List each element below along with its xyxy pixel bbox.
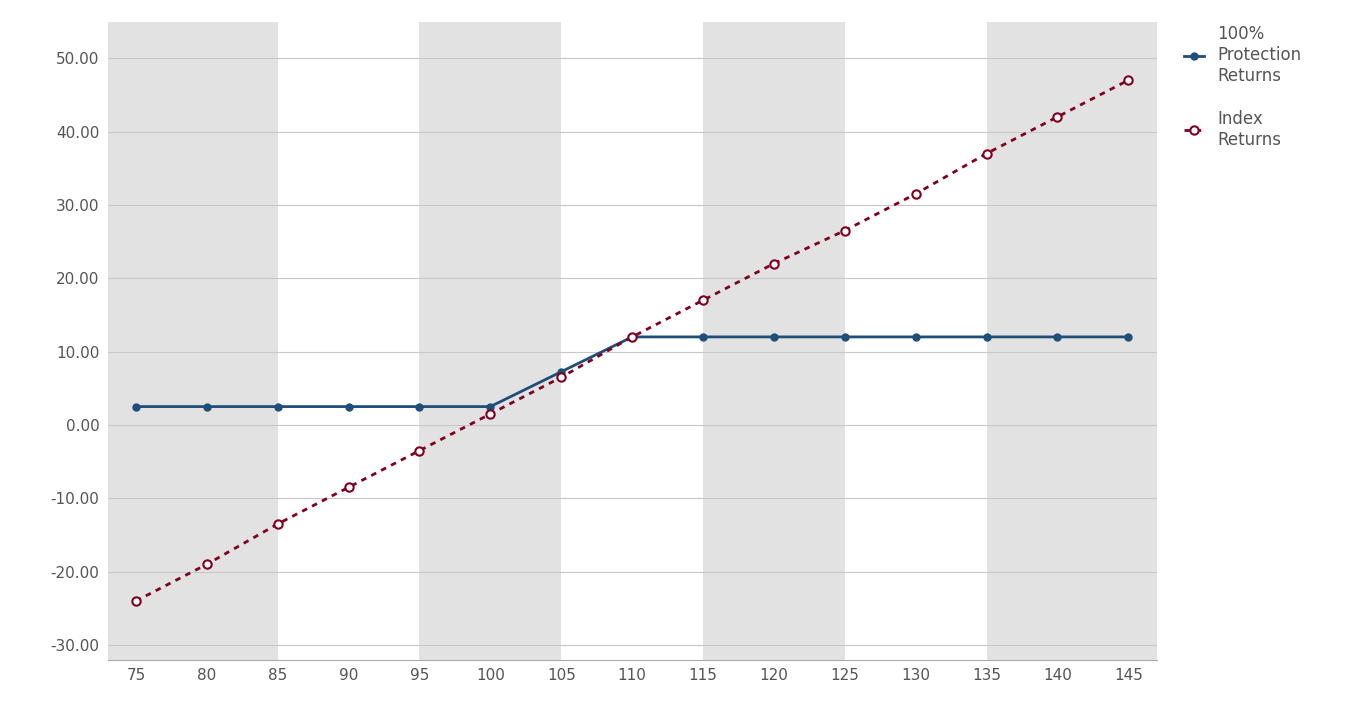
100%
Protection
Returns <box>695 333 712 341</box>
100%
Protection
Returns <box>908 333 924 341</box>
Bar <box>136 22 277 660</box>
Bar <box>987 22 1128 660</box>
Index
Returns <box>1120 76 1137 85</box>
Index
Returns <box>765 260 781 268</box>
Bar <box>1128 22 1157 660</box>
100%
Protection
Returns <box>199 402 215 411</box>
100%
Protection
Returns <box>483 402 499 411</box>
100%
Protection
Returns <box>340 402 356 411</box>
Index
Returns <box>837 227 853 235</box>
100%
Protection
Returns <box>624 333 640 341</box>
Index
Returns <box>412 446 428 455</box>
Bar <box>108 22 136 660</box>
Line: 100%
Protection
Returns: 100% Protection Returns <box>132 333 1132 410</box>
Index
Returns <box>553 373 569 381</box>
100%
Protection
Returns <box>765 333 781 341</box>
100%
Protection
Returns <box>269 402 285 411</box>
Bar <box>420 22 561 660</box>
Index
Returns <box>483 409 499 418</box>
Index
Returns <box>624 333 640 341</box>
Bar <box>703 22 845 660</box>
Index
Returns <box>695 296 712 305</box>
100%
Protection
Returns <box>1120 333 1137 341</box>
100%
Protection
Returns <box>837 333 853 341</box>
100%
Protection
Returns <box>979 333 995 341</box>
Legend: 100%
Protection
Returns, Index
Returns: 100% Protection Returns, Index Returns <box>1176 17 1310 157</box>
Index
Returns <box>340 483 356 492</box>
Index
Returns <box>199 560 215 569</box>
Index
Returns <box>1049 113 1065 121</box>
Index
Returns <box>979 149 995 158</box>
Index
Returns <box>269 520 285 528</box>
Index
Returns <box>908 189 924 198</box>
100%
Protection
Returns <box>553 367 569 376</box>
100%
Protection
Returns <box>1049 333 1065 341</box>
100%
Protection
Returns <box>412 402 428 411</box>
Line: Index
Returns: Index Returns <box>132 76 1132 605</box>
Index
Returns <box>128 597 144 605</box>
100%
Protection
Returns <box>128 402 144 411</box>
